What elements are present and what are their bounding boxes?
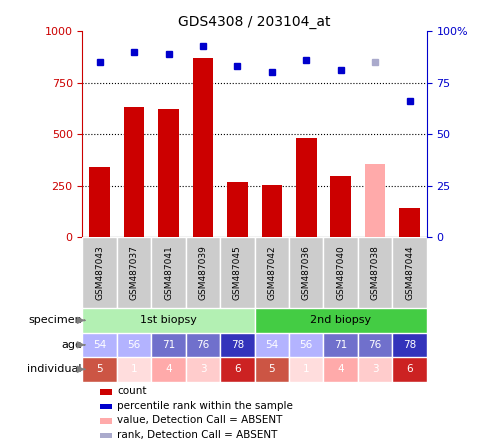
- Bar: [82, 308, 254, 333]
- Bar: [192, 58, 213, 237]
- Bar: [220, 333, 254, 357]
- Bar: [117, 333, 151, 357]
- Text: 71: 71: [162, 340, 175, 350]
- Text: 54: 54: [265, 340, 278, 350]
- Text: individual: individual: [27, 365, 82, 374]
- Bar: [392, 357, 426, 381]
- Text: GSM487037: GSM487037: [129, 245, 138, 300]
- Bar: [288, 333, 323, 357]
- Bar: [220, 237, 254, 308]
- Bar: [254, 357, 288, 381]
- Bar: [158, 109, 179, 237]
- Bar: [392, 237, 426, 308]
- Bar: [123, 107, 144, 237]
- Text: GSM487036: GSM487036: [301, 245, 310, 300]
- Text: GSM487041: GSM487041: [164, 246, 173, 300]
- Bar: [392, 333, 426, 357]
- Text: 2nd biopsy: 2nd biopsy: [309, 315, 371, 325]
- Bar: [323, 333, 357, 357]
- Text: GSM487043: GSM487043: [95, 246, 104, 300]
- Text: 3: 3: [371, 365, 378, 374]
- Text: GSM487038: GSM487038: [370, 245, 379, 300]
- Bar: [220, 357, 254, 381]
- Bar: [100, 404, 111, 409]
- Bar: [151, 237, 185, 308]
- Bar: [100, 389, 111, 395]
- Title: GDS4308 / 203104_at: GDS4308 / 203104_at: [178, 15, 330, 29]
- Text: 5: 5: [96, 365, 103, 374]
- Text: 56: 56: [127, 340, 140, 350]
- Bar: [364, 164, 385, 237]
- Bar: [151, 333, 185, 357]
- Text: 1: 1: [131, 365, 137, 374]
- Text: value, Detection Call = ABSENT: value, Detection Call = ABSENT: [117, 416, 282, 425]
- Text: 76: 76: [368, 340, 381, 350]
- Bar: [323, 237, 357, 308]
- Bar: [185, 237, 220, 308]
- Text: rank, Detection Call = ABSENT: rank, Detection Call = ABSENT: [117, 430, 277, 440]
- Bar: [227, 182, 247, 237]
- Text: GSM487042: GSM487042: [267, 246, 276, 300]
- Text: 6: 6: [406, 365, 412, 374]
- Bar: [357, 333, 392, 357]
- Text: 56: 56: [299, 340, 312, 350]
- Bar: [100, 432, 111, 438]
- Text: GSM487039: GSM487039: [198, 245, 207, 300]
- Text: specimen: specimen: [28, 315, 82, 325]
- Bar: [323, 357, 357, 381]
- Bar: [82, 237, 117, 308]
- Bar: [330, 176, 350, 237]
- Text: 4: 4: [165, 365, 171, 374]
- Bar: [254, 237, 288, 308]
- Text: 71: 71: [333, 340, 347, 350]
- Text: 6: 6: [234, 365, 240, 374]
- Text: GSM487045: GSM487045: [232, 246, 242, 300]
- Bar: [82, 333, 117, 357]
- Bar: [357, 357, 392, 381]
- Text: count: count: [117, 386, 146, 396]
- Text: 1: 1: [302, 365, 309, 374]
- Bar: [100, 418, 111, 424]
- Bar: [357, 237, 392, 308]
- Text: 54: 54: [93, 340, 106, 350]
- Bar: [288, 357, 323, 381]
- Text: 5: 5: [268, 365, 274, 374]
- Bar: [261, 185, 282, 237]
- Text: GSM487044: GSM487044: [404, 246, 413, 300]
- Bar: [89, 167, 110, 237]
- Bar: [151, 357, 185, 381]
- Bar: [288, 237, 323, 308]
- Bar: [82, 357, 117, 381]
- Bar: [117, 357, 151, 381]
- Text: percentile rank within the sample: percentile rank within the sample: [117, 401, 292, 411]
- Text: 4: 4: [337, 365, 343, 374]
- Bar: [295, 138, 316, 237]
- Text: GSM487040: GSM487040: [335, 246, 345, 300]
- Bar: [185, 357, 220, 381]
- Text: 76: 76: [196, 340, 209, 350]
- Text: 1st biopsy: 1st biopsy: [140, 315, 197, 325]
- Bar: [117, 237, 151, 308]
- Bar: [254, 308, 426, 333]
- Bar: [254, 333, 288, 357]
- Text: 78: 78: [402, 340, 415, 350]
- Text: age: age: [61, 340, 82, 350]
- Text: 3: 3: [199, 365, 206, 374]
- Text: 78: 78: [230, 340, 243, 350]
- Bar: [185, 333, 220, 357]
- Bar: [398, 208, 419, 237]
